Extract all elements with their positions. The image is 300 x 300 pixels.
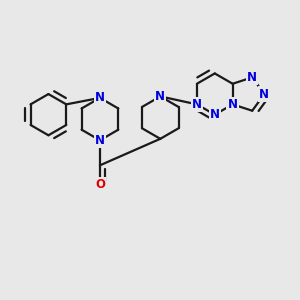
Text: N: N [259,88,269,100]
Text: N: N [155,90,165,103]
Text: N: N [95,134,105,147]
Text: N: N [210,108,220,121]
Text: N: N [95,92,105,104]
Text: N: N [247,71,257,84]
Text: N: N [192,98,202,111]
Text: O: O [95,178,105,191]
Text: N: N [228,98,238,111]
